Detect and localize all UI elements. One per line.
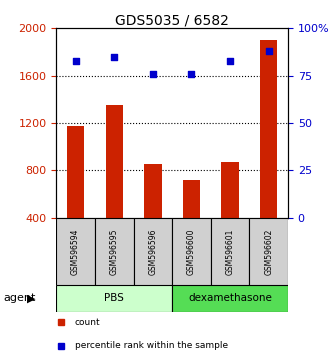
Point xyxy=(150,71,156,76)
Bar xyxy=(172,285,288,312)
Text: dexamethasone: dexamethasone xyxy=(188,293,272,303)
Text: GSM596596: GSM596596 xyxy=(148,228,157,275)
Bar xyxy=(67,126,84,265)
Point xyxy=(266,48,271,54)
Text: GSM596601: GSM596601 xyxy=(225,228,235,275)
Bar xyxy=(221,162,239,265)
Text: count: count xyxy=(75,318,100,327)
Bar xyxy=(56,218,95,285)
Point xyxy=(112,54,117,59)
Point xyxy=(189,71,194,76)
Bar xyxy=(106,105,123,265)
Point xyxy=(227,58,233,63)
Title: GDS5035 / 6582: GDS5035 / 6582 xyxy=(115,13,229,27)
Bar xyxy=(172,218,211,285)
Text: GSM596594: GSM596594 xyxy=(71,228,80,275)
Text: agent: agent xyxy=(3,293,36,303)
Bar xyxy=(211,218,249,285)
Point xyxy=(73,58,78,63)
Bar xyxy=(183,180,200,265)
Text: PBS: PBS xyxy=(104,293,124,303)
Text: ▶: ▶ xyxy=(27,293,36,303)
Text: GSM596595: GSM596595 xyxy=(110,228,119,275)
Bar xyxy=(56,285,172,312)
Text: GSM596600: GSM596600 xyxy=(187,228,196,275)
Bar xyxy=(260,40,277,265)
Bar xyxy=(95,218,133,285)
Text: percentile rank within the sample: percentile rank within the sample xyxy=(75,341,228,350)
Bar xyxy=(249,218,288,285)
Bar xyxy=(144,165,162,265)
Bar xyxy=(133,218,172,285)
Text: GSM596602: GSM596602 xyxy=(264,228,273,275)
